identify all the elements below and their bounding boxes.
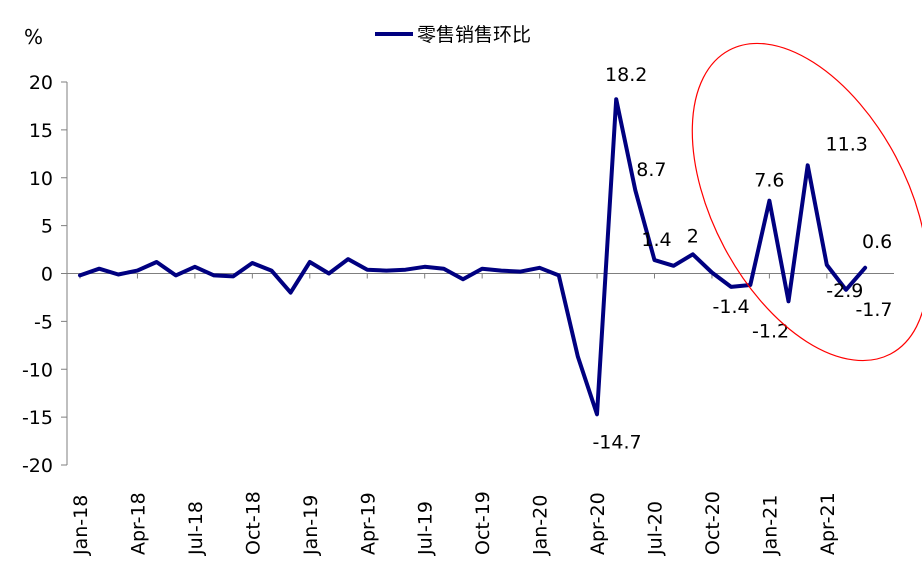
data-point: [576, 355, 580, 359]
data-point: [308, 260, 311, 264]
data-label: -1.4: [713, 296, 750, 318]
x-tick-label: Oct-20: [702, 491, 724, 555]
y-tick-label: 20: [29, 72, 53, 94]
x-axis: Jan-18 Apr-18 Jul-18 Oct-18 Jan-19 Apr-19 Jul-…: [67, 273, 894, 556]
x-tick-label: Jan-21: [759, 495, 781, 556]
data-point: [825, 263, 829, 267]
x-tick-label: Jan-19: [300, 495, 322, 556]
data-point: [863, 266, 867, 269]
data-point: [519, 270, 522, 273]
data-point: [615, 98, 618, 101]
data-label: 2: [687, 225, 699, 247]
highlight-layer: [691, 42, 922, 362]
data-label: 0.6: [862, 231, 892, 253]
data-point: [346, 257, 350, 261]
data-point: [232, 275, 235, 278]
data-point: [787, 300, 790, 303]
data-label: -1.7: [855, 299, 892, 321]
data-point: [423, 265, 426, 268]
data-point: [710, 271, 714, 274]
data-point: [595, 413, 599, 416]
data-point: [251, 261, 254, 265]
data-point: [844, 288, 848, 291]
data-labels: -14.7 18.2 8.7 1.4 2 -1.4 7.6 -1.2 11.3 -2.9-1.7 0…: [592, 64, 892, 453]
data-point: [442, 267, 446, 270]
y-tick-label: -20: [22, 455, 53, 477]
data-label: -2.9: [826, 280, 863, 302]
data-point: [691, 253, 694, 256]
data-point: [117, 273, 120, 276]
data-point: [806, 164, 809, 167]
data-point: [193, 265, 197, 268]
data-point: [768, 199, 771, 202]
x-tick-label: Jan-20: [530, 495, 552, 556]
data-point: [461, 278, 465, 281]
x-tick-label: Jul-19: [415, 501, 437, 556]
series-line: [78, 97, 868, 417]
y-tick-label: -5: [34, 311, 53, 333]
series-layer: [78, 97, 868, 417]
data-label: 11.3: [826, 133, 868, 155]
data-point: [653, 258, 656, 262]
data-point: [538, 266, 541, 269]
x-tick-label: Jan-18: [70, 495, 92, 556]
data-point: [729, 285, 733, 289]
x-tick-label: Apr-20: [587, 492, 609, 555]
data-point: [749, 283, 752, 287]
data-point: [634, 188, 637, 192]
data-point: [212, 274, 216, 277]
data-point: [327, 272, 331, 275]
data-point: [155, 260, 158, 264]
data-point: [557, 274, 560, 277]
data-point: [174, 274, 177, 277]
x-tick-label: Jul-18: [185, 501, 207, 556]
data-point: [97, 267, 101, 270]
data-point: [289, 291, 292, 294]
data-point: [480, 267, 484, 270]
data-label: 18.2: [605, 64, 647, 86]
data-point: [136, 269, 139, 272]
data-point: [270, 269, 273, 272]
data-point: [672, 264, 675, 268]
legend: 零售销售环比: [375, 24, 531, 46]
x-tick-label: Apr-19: [357, 492, 379, 555]
y-tick-label: 0: [41, 264, 53, 286]
data-point: [78, 274, 82, 277]
x-tick-label: Jul-20: [645, 501, 667, 556]
data-label: -1.2: [752, 320, 789, 342]
data-point: [404, 268, 407, 271]
data-point: [500, 269, 503, 272]
y-unit-label: %: [24, 25, 43, 49]
y-tick-label: 10: [29, 168, 53, 190]
highlight-ellipse: [691, 42, 922, 362]
data-label: -14.7: [592, 431, 641, 453]
legend-label: 零售销售环比: [417, 24, 531, 46]
x-tick-label: Apr-18: [127, 492, 149, 555]
y-tick-label: 15: [29, 120, 53, 142]
x-tick-label: Apr-21: [817, 492, 839, 555]
y-axis: 20 15 10 5 0 -5 -10 -15 -20: [22, 72, 68, 477]
data-label: 1.4: [641, 229, 671, 251]
x-tick-label: Oct-19: [472, 491, 494, 555]
y-tick-label: 5: [41, 216, 53, 238]
data-label: 8.7: [636, 159, 666, 181]
data-point: [366, 268, 369, 271]
data-label: 7.6: [754, 170, 784, 192]
y-tick-label: -10: [22, 359, 53, 381]
y-tick-label: -15: [22, 407, 53, 429]
x-tick-label: Oct-18: [242, 491, 264, 555]
data-point: [385, 269, 388, 272]
